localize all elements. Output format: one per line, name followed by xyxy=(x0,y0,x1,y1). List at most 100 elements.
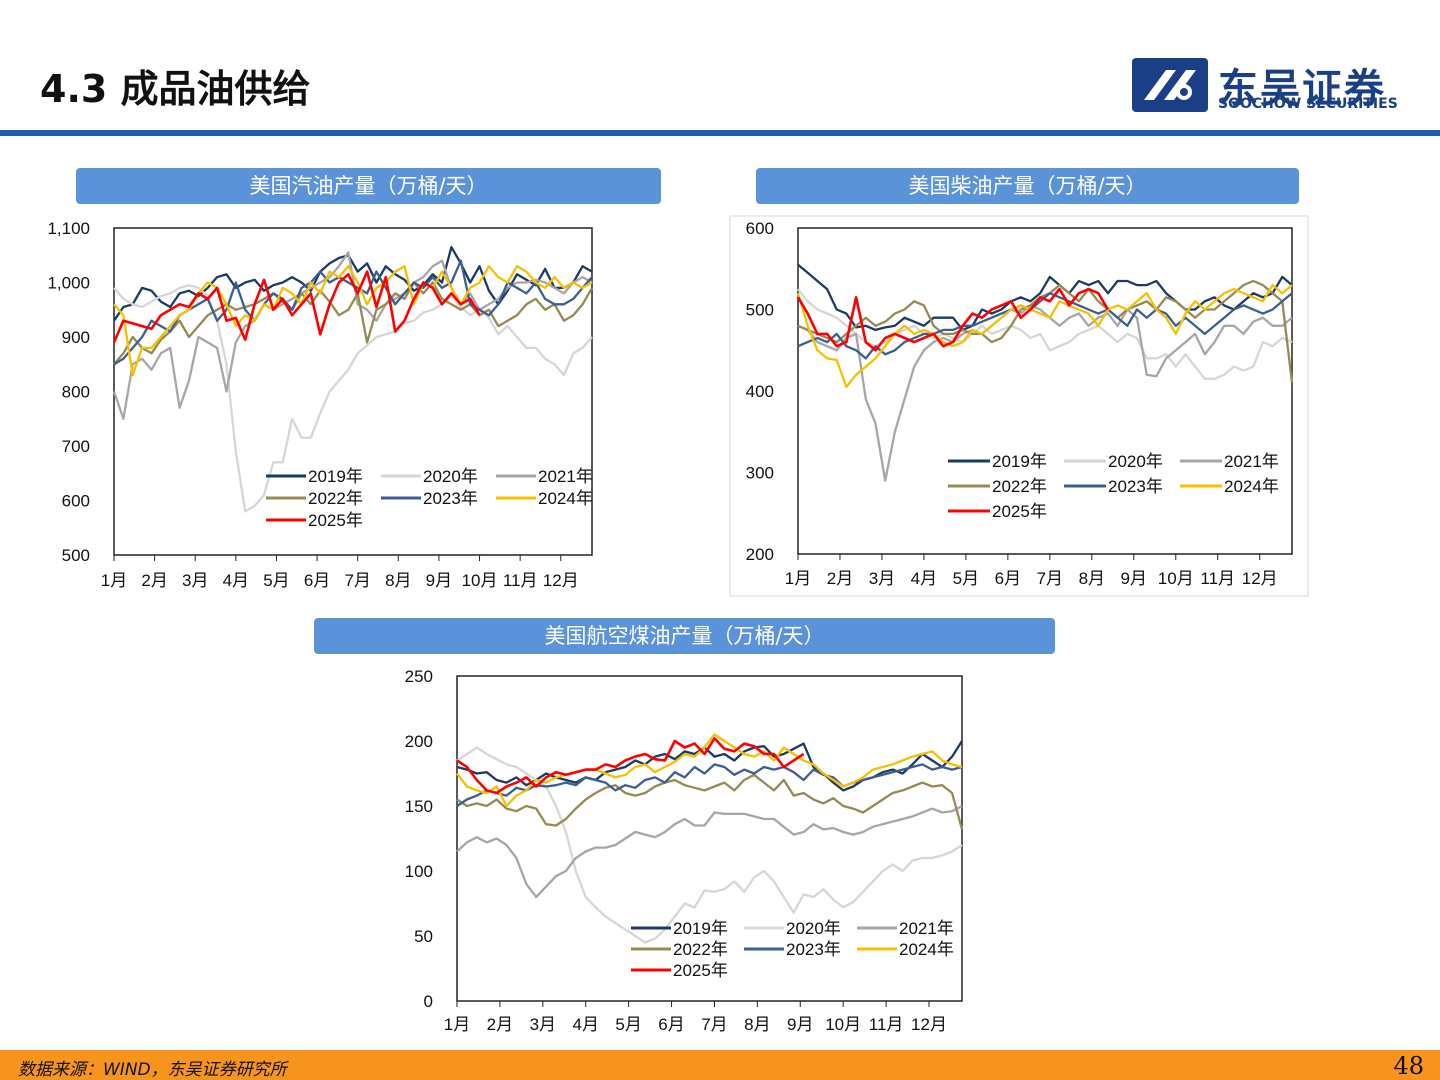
y-tick-label: 50 xyxy=(414,927,433,946)
series-line-2025 xyxy=(456,737,805,795)
jetfuel-production-chart: 0 50 100 150 200 250 1月 2月 3月 4月 5月 6月 7月 8月 9月 10月 11月 1… xyxy=(405,667,964,1034)
gasoline-chart-title: 美国汽油产量（万桶/天） xyxy=(76,168,661,204)
y-tick-label: 200 xyxy=(746,545,774,564)
x-tick-label: 11月 xyxy=(1200,569,1235,588)
y-tick-label: 200 xyxy=(405,732,433,751)
series-group xyxy=(112,245,593,513)
y-tick-label: 250 xyxy=(405,667,433,686)
series-line-2019 xyxy=(797,263,1293,332)
y-tick-label: 300 xyxy=(746,464,774,483)
series-line-2020 xyxy=(113,284,593,513)
y-tick-label: 500 xyxy=(746,301,774,320)
header-rule xyxy=(0,130,1440,136)
data-source-note: 数据来源：WIND，东吴证券研究所 xyxy=(18,1060,287,1080)
x-tick-label: 10月 xyxy=(462,571,498,590)
plot-area xyxy=(797,227,1293,555)
x-tick-label: 4月 xyxy=(223,571,249,590)
x-tick-label: 2月 xyxy=(141,571,167,590)
legend-label: 2024年 xyxy=(1224,477,1279,496)
series-line-2025 xyxy=(112,270,481,343)
series-line-2023 xyxy=(797,292,1293,360)
diesel-production-chart: 200 300 400 500 600 1月 2月 3月 4月 5月 6月 7月 8月 9月 10月 11月 1… xyxy=(729,215,1309,597)
x-tick-label: 3月 xyxy=(869,569,895,588)
y-tick-label: 600 xyxy=(62,492,90,511)
series-line-2021 xyxy=(797,304,1293,482)
x-tick-label: 12月 xyxy=(543,571,579,590)
x-tick-label: 11月 xyxy=(503,571,538,590)
series-line-2022 xyxy=(456,773,964,830)
series-line-2024 xyxy=(796,283,1293,389)
series-line-2023 xyxy=(456,763,963,807)
legend-label: 2020年 xyxy=(786,919,841,938)
x-tick-label: 9月 xyxy=(426,571,452,590)
x-tick-label: 10月 xyxy=(1158,569,1194,588)
legend-label: 2021年 xyxy=(538,467,593,486)
x-tick-label: 5月 xyxy=(953,569,979,588)
x-tick-label: 9月 xyxy=(787,1015,813,1034)
x-tick-label: 1月 xyxy=(785,569,811,588)
y-tick-label: 500 xyxy=(62,546,90,565)
x-tick-label: 12月 xyxy=(1242,569,1278,588)
x-tick-label: 1月 xyxy=(101,571,127,590)
y-tick-label: 1,100 xyxy=(47,219,90,238)
legend-label: 2022年 xyxy=(308,489,363,508)
series-line-2021 xyxy=(456,804,963,899)
x-tick-label: 5月 xyxy=(615,1015,641,1034)
soochow-logo-icon xyxy=(1132,58,1208,112)
x-tick-label: 3月 xyxy=(182,571,208,590)
legend-label: 2024年 xyxy=(538,489,593,508)
series-line-2022 xyxy=(113,281,593,366)
series-line-2025 xyxy=(796,287,1110,352)
x-tick-label: 12月 xyxy=(911,1015,947,1034)
x-tick-label: 6月 xyxy=(995,569,1021,588)
legend-label: 2024年 xyxy=(899,940,954,959)
x-tick-label: 7月 xyxy=(344,571,370,590)
legend-label: 2023年 xyxy=(786,940,841,959)
x-tick-label: 6月 xyxy=(658,1015,684,1034)
legend-label: 2025年 xyxy=(992,502,1047,521)
y-tick-label: 800 xyxy=(62,383,90,402)
x-tick-label: 2月 xyxy=(487,1015,513,1034)
x-tick-label: 2月 xyxy=(827,569,853,588)
x-tick-label: 11月 xyxy=(869,1015,904,1034)
y-tick-label: 1,000 xyxy=(47,274,90,293)
x-tick-label: 6月 xyxy=(304,571,330,590)
y-tick-label: 400 xyxy=(746,382,774,401)
y-tick-label: 600 xyxy=(746,219,774,238)
y-tick-label: 100 xyxy=(405,862,433,881)
x-tick-label: 9月 xyxy=(1121,569,1147,588)
gasoline-production-chart: 500 600 700 800 900 1,000 1,100 1月 2月 3月 4月 5月 6月 7月 8… xyxy=(47,219,593,590)
series-group xyxy=(456,733,964,944)
legend-label: 2019年 xyxy=(673,919,728,938)
legend-label: 2019年 xyxy=(308,467,363,486)
diesel-chart-title: 美国柴油产量（万桶/天） xyxy=(756,168,1299,204)
logo-chinese-name: 东吴证券 xyxy=(1218,66,1386,112)
x-tick-label: 8月 xyxy=(744,1015,770,1034)
legend-label: 2023年 xyxy=(1108,477,1163,496)
y-tick-label: 700 xyxy=(62,437,90,456)
logo-english-name: SOOCHOW SECURITIES xyxy=(1218,96,1398,112)
x-tick-label: 5月 xyxy=(263,571,289,590)
legend-label: 2022年 xyxy=(992,477,1047,496)
legend-label: 2020年 xyxy=(1108,452,1163,471)
legend-label: 2025年 xyxy=(673,961,728,980)
footer-bar: 数据来源：WIND，东吴证券研究所 48 xyxy=(0,1050,1440,1080)
series-line-2022 xyxy=(797,279,1294,383)
legend-label: 2021年 xyxy=(899,919,954,938)
page-number: 48 xyxy=(1393,1052,1424,1080)
series-group xyxy=(796,263,1294,482)
x-tick-label: 1月 xyxy=(444,1015,470,1034)
page-title: 4.3 成品油供给 xyxy=(40,67,311,111)
x-tick-label: 7月 xyxy=(701,1015,727,1034)
x-tick-label: 7月 xyxy=(1037,569,1063,588)
plot-area xyxy=(456,675,963,1002)
legend-label: 2020年 xyxy=(423,467,478,486)
x-tick-label: 10月 xyxy=(825,1015,861,1034)
x-tick-label: 4月 xyxy=(911,569,937,588)
soochow-logo: 东吴证券 SOOCHOW SECURITIES xyxy=(1130,56,1410,116)
y-tick-label: 900 xyxy=(62,328,90,347)
legend-label: 2021年 xyxy=(1224,452,1279,471)
legend-label: 2019年 xyxy=(992,452,1047,471)
x-tick-label: 3月 xyxy=(530,1015,556,1034)
jetfuel-chart-title: 美国航空煤油产量（万桶/天） xyxy=(314,618,1055,654)
